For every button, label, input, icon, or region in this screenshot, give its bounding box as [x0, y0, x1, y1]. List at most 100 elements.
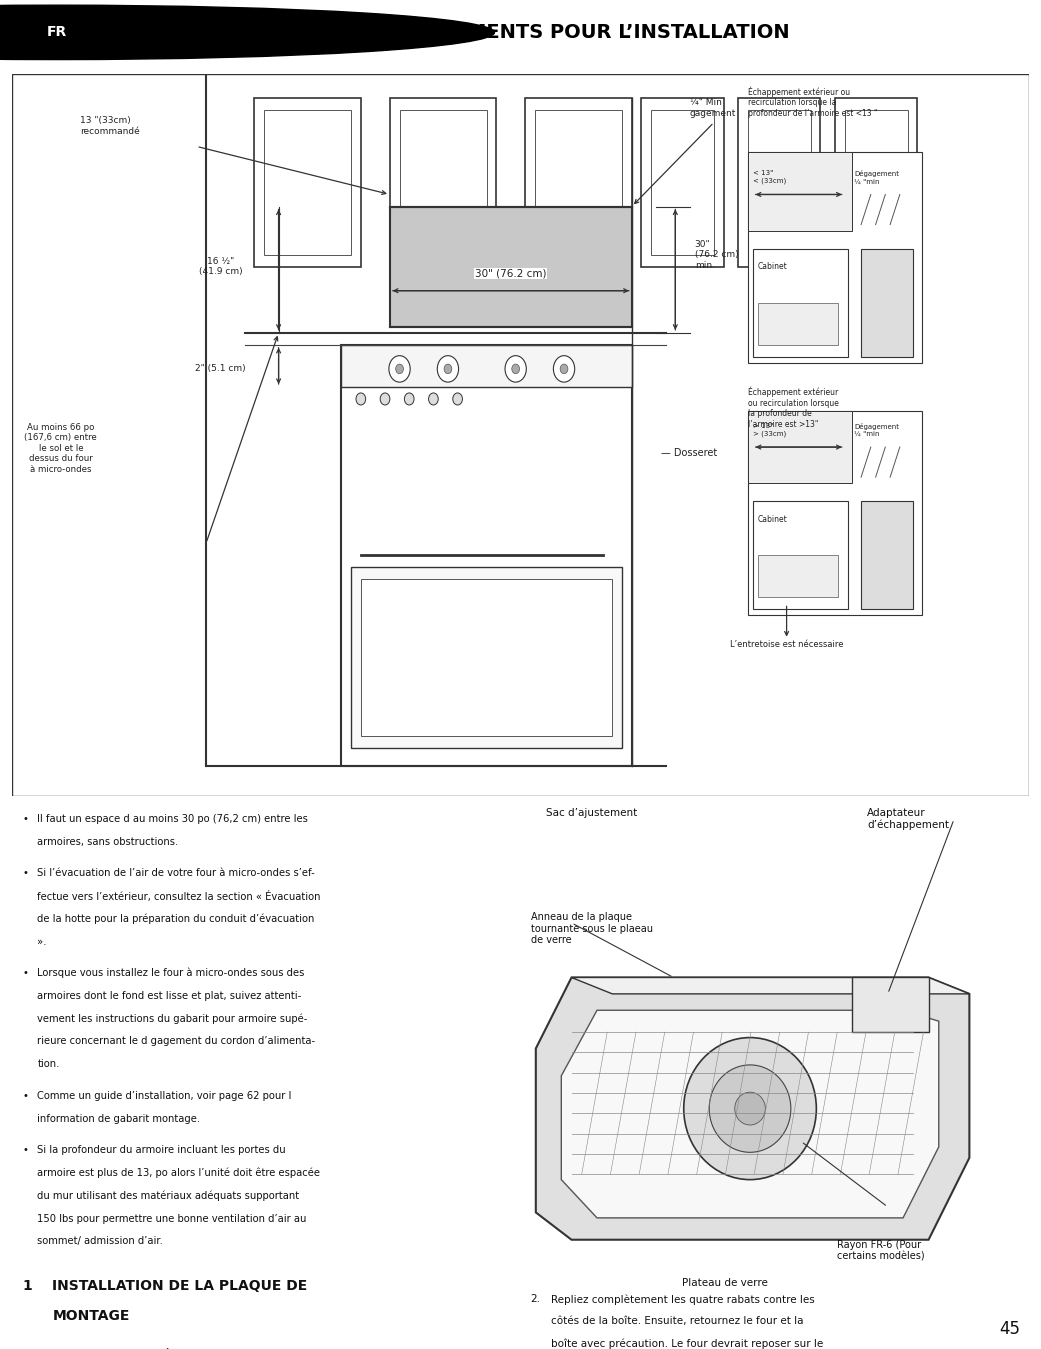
Bar — [535, 111, 623, 255]
Text: Adaptateur
d’échappement: Adaptateur d’échappement — [867, 808, 949, 831]
Bar — [753, 502, 847, 610]
Text: 1: 1 — [23, 1279, 32, 1292]
Bar — [351, 568, 623, 747]
Text: < 13"
< (33cm): < 13" < (33cm) — [753, 170, 786, 183]
Text: information de gabarit montage.: information de gabarit montage. — [37, 1113, 201, 1124]
Circle shape — [709, 1064, 791, 1152]
Text: Échappement extérieur ou
recirculation lorsque la
profondeur de l’armoire est <1: Échappement extérieur ou recirculation l… — [747, 86, 878, 117]
Text: 45: 45 — [999, 1321, 1020, 1338]
Bar — [758, 556, 838, 598]
Bar — [651, 111, 714, 255]
Text: Anneau de la plaque
tournante sous le plaeau
de verre: Anneau de la plaque tournante sous le pl… — [531, 912, 653, 946]
Text: DÉGAGEMENTS POUR L’INSTALLATION: DÉGAGEMENTS POUR L’INSTALLATION — [377, 23, 789, 42]
Circle shape — [684, 1037, 816, 1179]
Text: de la hotte pour la préparation du conduit d’évacuation: de la hotte pour la préparation du condu… — [37, 913, 314, 924]
Text: ».: ». — [37, 936, 47, 947]
Circle shape — [404, 393, 414, 405]
Circle shape — [429, 393, 438, 405]
Text: Dégagement
¼ "min: Dégagement ¼ "min — [855, 170, 899, 185]
Circle shape — [389, 356, 410, 382]
Text: •: • — [23, 967, 28, 978]
Text: 16 ½"
(41.9 cm): 16 ½" (41.9 cm) — [199, 256, 243, 277]
Text: Rayon FR-6 (Pour
certains modèles): Rayon FR-6 (Pour certains modèles) — [837, 1240, 924, 1261]
Text: 30"
(76.2 cm)
min.: 30" (76.2 cm) min. — [694, 240, 738, 270]
Text: Si la profondeur du armoire incluant les portes du: Si la profondeur du armoire incluant les… — [37, 1145, 286, 1155]
Text: Repliez complètement les quatre rabats contre les: Repliez complètement les quatre rabats c… — [551, 1295, 815, 1304]
Text: •: • — [23, 1145, 28, 1155]
Bar — [861, 248, 913, 357]
Polygon shape — [572, 978, 969, 994]
Bar — [844, 111, 908, 255]
Bar — [852, 978, 929, 1032]
Text: Cabinet: Cabinet — [758, 262, 787, 271]
Text: tion.: tion. — [37, 1059, 59, 1070]
Circle shape — [445, 364, 452, 374]
Text: FR: FR — [47, 26, 68, 39]
Bar — [747, 152, 853, 231]
Text: ¼" Min
gagement: ¼" Min gagement — [690, 98, 736, 117]
Circle shape — [380, 393, 390, 405]
Bar — [641, 98, 723, 267]
Bar — [747, 152, 922, 363]
Text: — Dosseret: — Dosseret — [661, 448, 717, 459]
Text: Échappement extérieur
ou recirculation lorsque
la profondeur de
l’armoire est >1: Échappement extérieur ou recirculation l… — [747, 387, 839, 429]
Bar — [341, 345, 632, 387]
Text: 2.: 2. — [531, 1295, 540, 1304]
Bar — [747, 111, 811, 255]
Text: armoire est plus de 13, po alors l’unité doit être espacée: armoire est plus de 13, po alors l’unité… — [37, 1168, 321, 1178]
Text: Si l’évacuation de l’air de votre four à micro-ondes s’ef-: Si l’évacuation de l’air de votre four à… — [37, 867, 315, 878]
Bar — [753, 248, 847, 357]
Text: armoires dont le fond est lisse et plat, suivez attenti-: armoires dont le fond est lisse et plat,… — [37, 990, 302, 1001]
Text: Dégagement
¼ "min: Dégagement ¼ "min — [855, 424, 899, 437]
Text: INSTALLATION DE LA PLAQUE DE: INSTALLATION DE LA PLAQUE DE — [52, 1279, 308, 1292]
Text: L’entretoise est nécessaire: L’entretoise est nécessaire — [730, 639, 843, 649]
Text: côtés de la boîte. Ensuite, retournez le four et la: côtés de la boîte. Ensuite, retournez le… — [551, 1317, 804, 1326]
Text: > 13"
> (33cm): > 13" > (33cm) — [753, 424, 786, 437]
Polygon shape — [536, 978, 969, 1240]
Bar — [361, 580, 612, 735]
Text: fectue vers l’extérieur, consultez la section « Évacuation: fectue vers l’extérieur, consultez la se… — [37, 890, 321, 901]
Polygon shape — [561, 1010, 939, 1218]
Text: 150 lbs pour permettre une bonne ventilation d’air au: 150 lbs pour permettre une bonne ventila… — [37, 1214, 307, 1224]
Text: armoires, sans obstructions.: armoires, sans obstructions. — [37, 836, 179, 847]
Bar — [747, 411, 922, 615]
Circle shape — [554, 356, 575, 382]
Bar — [264, 111, 351, 255]
Circle shape — [437, 356, 459, 382]
Bar — [758, 302, 838, 345]
Bar — [526, 98, 632, 267]
Bar — [390, 98, 497, 267]
Text: sommet/ admission d’air.: sommet/ admission d’air. — [37, 1237, 163, 1246]
Text: vement les instructions du gabarit pour armoire supé-: vement les instructions du gabarit pour … — [37, 1013, 308, 1024]
Text: •: • — [23, 867, 28, 878]
Text: Il faut un espace d au moins 30 po (76,2 cm) entre les: Il faut un espace d au moins 30 po (76,2… — [37, 813, 308, 824]
Bar — [861, 502, 913, 610]
Text: Lorsque vous installez le four à micro-ondes sous des: Lorsque vous installez le four à micro-o… — [37, 967, 305, 978]
Text: Cabinet: Cabinet — [758, 515, 787, 523]
Text: MONTAGE: MONTAGE — [52, 1309, 130, 1322]
Text: Plateau de verre: Plateau de verre — [682, 1278, 767, 1288]
Text: Au moins 66 po
(167,6 cm) entre
le sol et le
dessus du four
à micro-ondes: Au moins 66 po (167,6 cm) entre le sol e… — [25, 424, 97, 473]
Text: 13 "(33cm)
recommandé: 13 "(33cm) recommandé — [80, 116, 139, 136]
Bar — [738, 98, 820, 267]
Text: boîte avec précaution. Le four devrait reposer sur le: boîte avec précaution. Le four devrait r… — [551, 1338, 823, 1349]
Circle shape — [505, 356, 527, 382]
Circle shape — [453, 393, 462, 405]
Text: Comme un guide d’installation, voir page 62 pour l: Comme un guide d’installation, voir page… — [37, 1090, 291, 1101]
Text: du mur utilisant des matériaux adéquats supportant: du mur utilisant des matériaux adéquats … — [37, 1191, 300, 1201]
Circle shape — [735, 1093, 765, 1125]
Text: Sac d’ajustement: Sac d’ajustement — [545, 808, 637, 817]
Circle shape — [560, 364, 568, 374]
Text: rieure concernant le d gagement du cordon d’alimenta-: rieure concernant le d gagement du cordo… — [37, 1036, 315, 1047]
Text: •: • — [23, 813, 28, 824]
Bar — [254, 98, 361, 267]
Text: 30" (76.2 cm): 30" (76.2 cm) — [475, 268, 547, 279]
Bar — [400, 111, 486, 255]
Bar — [835, 98, 917, 267]
Bar — [390, 206, 632, 326]
Circle shape — [396, 364, 404, 374]
Bar — [747, 411, 853, 483]
Circle shape — [356, 393, 365, 405]
Circle shape — [512, 364, 519, 374]
Bar — [341, 345, 632, 766]
